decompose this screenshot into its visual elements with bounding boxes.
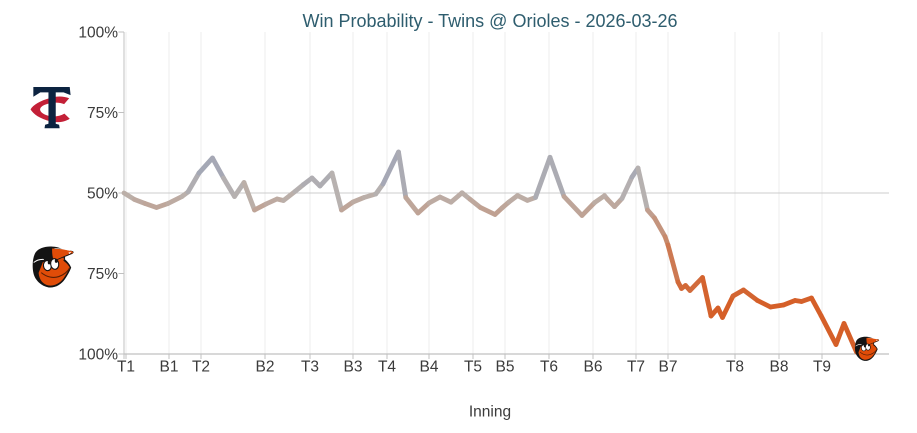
svg-text:Win Probability - Twins @ Orio: Win Probability - Twins @ Orioles - 2026…: [302, 11, 677, 31]
svg-text:T2: T2: [192, 359, 210, 376]
svg-text:100%: 100%: [78, 25, 118, 42]
svg-text:100%: 100%: [78, 347, 118, 364]
svg-text:T4: T4: [378, 359, 396, 376]
svg-text:T7: T7: [627, 359, 645, 376]
svg-text:T9: T9: [813, 359, 831, 376]
svg-text:B3: B3: [344, 359, 363, 376]
svg-text:B6: B6: [584, 359, 603, 376]
svg-text:B7: B7: [659, 359, 678, 376]
svg-text:75%: 75%: [87, 266, 118, 283]
svg-text:T1: T1: [117, 359, 135, 376]
svg-text:Inning: Inning: [469, 404, 511, 421]
svg-text:B8: B8: [770, 359, 789, 376]
svg-text:B4: B4: [420, 359, 439, 376]
svg-text:T5: T5: [464, 359, 482, 376]
svg-text:T8: T8: [726, 359, 744, 376]
svg-text:B1: B1: [160, 359, 179, 376]
svg-text:75%: 75%: [87, 105, 118, 122]
svg-text:50%: 50%: [87, 186, 118, 203]
svg-text:T3: T3: [301, 359, 319, 376]
svg-text:T6: T6: [540, 359, 558, 376]
svg-text:B5: B5: [496, 359, 515, 376]
svg-text:B2: B2: [256, 359, 275, 376]
